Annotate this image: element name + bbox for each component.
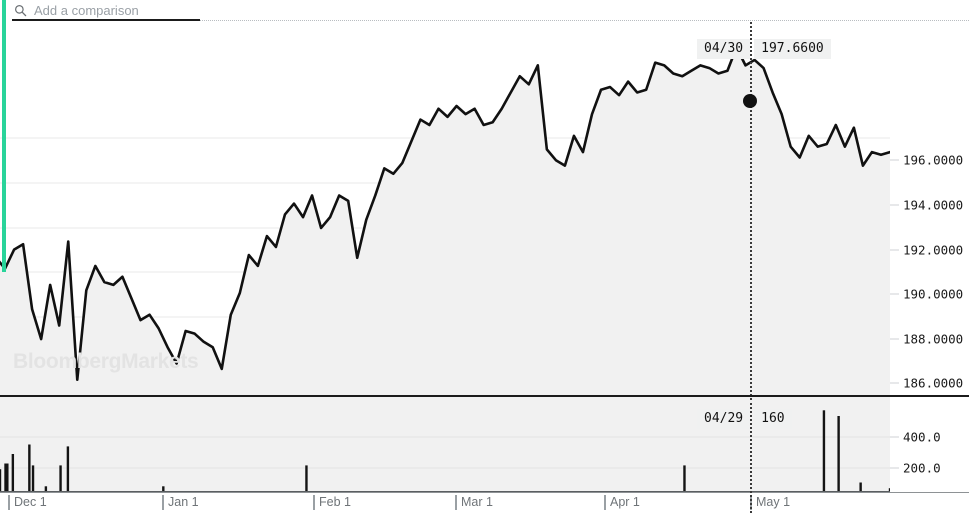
volume-bar [59,465,62,492]
axis-tick-stub [890,436,899,438]
volume-gridlines [0,436,890,469]
accent-bar [2,0,6,272]
search-icon [15,4,27,16]
volume-axis-label: 400.0 [903,429,941,445]
axis-tick-stub [890,467,899,469]
volume-bar [888,488,890,492]
volume-bars [0,410,890,492]
volume-tooltip: 04/29 160 [697,409,792,429]
bloomberg-markets-watermark: BloombergMarkets [13,350,199,373]
panel-divider [0,395,969,397]
volume-bar [6,463,9,492]
x-axis-label: Apr 1 [604,495,640,510]
price-chart-panel[interactable]: 196.0000 194.0000 192.0000 190.0000 188.… [0,22,969,396]
x-axis-label: Jan 1 [162,495,199,510]
volume-bar [305,465,308,492]
axis-tick-stub [890,382,899,384]
x-axis-label: Feb 1 [313,495,351,510]
axis-tick-stub [890,204,899,206]
volume-bar [162,486,165,492]
price-y-axis: 196.0000 194.0000 192.0000 190.0000 188.… [890,22,969,396]
price-marker-dot [743,94,757,108]
volume-bar [822,410,826,492]
volume-y-axis: 400.0 200.0 [890,397,969,492]
axis-tick-stub [890,338,899,340]
axis-tick-stub [890,249,899,251]
axis-tick-stub [890,293,899,295]
x-axis-label: May 1 [750,495,790,510]
price-axis-label: 196.0000 [903,152,964,168]
price-tooltip: 04/30 197.6600 [697,39,831,59]
x-axis-label: Mar 1 [455,495,493,510]
volume-bar [66,446,70,492]
comparison-underline-active [12,19,200,21]
volume-axis-label: 200.0 [903,460,941,476]
volume-bar [28,444,31,492]
x-axis-label: Dec 1 [8,495,47,510]
price-axis-label: 186.0000 [903,375,964,391]
comparison-underline-rest [200,20,969,21]
price-axis-label: 192.0000 [903,242,964,258]
x-axis: Dec 1 Jan 1 Feb 1 Mar 1 Apr 1 May 1 [0,492,969,513]
volume-bar [31,465,35,492]
volume-bar [837,416,840,492]
price-line-chart [0,46,890,396]
volume-tooltip-value: 160 [754,409,792,429]
price-axis-label: 194.0000 [903,197,964,213]
volume-bar [11,454,15,492]
add-comparison-input[interactable] [34,2,194,18]
volume-crosshair-line[interactable] [750,398,752,513]
volume-bar [0,469,2,492]
price-area-fill [0,47,890,396]
volume-bar [683,465,686,492]
price-tooltip-value: 197.6600 [754,39,831,59]
price-tooltip-date: 04/30 [697,39,751,59]
price-axis-label: 188.0000 [903,331,964,347]
volume-bar [4,463,7,492]
axis-tick-stub [890,159,899,161]
volume-tooltip-date: 04/29 [697,409,751,429]
volume-bar [859,482,862,492]
price-plot-area[interactable] [0,22,890,396]
price-crosshair-line[interactable] [750,22,752,396]
price-axis-label: 190.0000 [903,286,964,302]
volume-bar [44,486,48,492]
comparison-bar [0,0,969,22]
add-comparison-field[interactable] [14,0,204,20]
